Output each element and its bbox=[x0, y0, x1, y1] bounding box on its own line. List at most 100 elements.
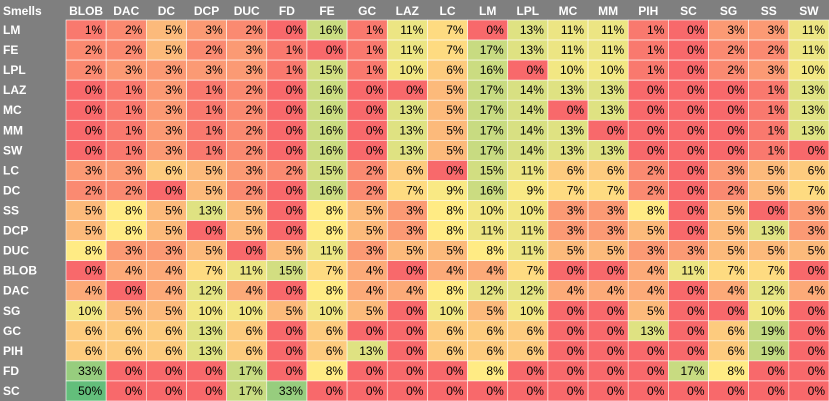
cell-value-label: 13% bbox=[520, 23, 544, 37]
cell-value-label: 16% bbox=[319, 143, 343, 157]
cell-value-label: 6% bbox=[486, 344, 504, 358]
cell-value-label: 3% bbox=[687, 244, 705, 258]
cell-value-label: 0% bbox=[326, 43, 344, 57]
cell-value-label: 0% bbox=[687, 83, 705, 97]
cell-value-label: 10% bbox=[520, 204, 544, 218]
cell-value-label: 0% bbox=[245, 244, 263, 258]
column-header: LC bbox=[440, 4, 456, 18]
cell-value-label: 1% bbox=[767, 103, 785, 117]
cell-value-label: 2% bbox=[245, 123, 263, 137]
cell-value-label: 7% bbox=[446, 23, 464, 37]
cell-value-label: 0% bbox=[647, 123, 665, 137]
cell-value-label: 2% bbox=[205, 43, 223, 57]
cell-value-label: 13% bbox=[640, 324, 664, 338]
column-header: LM bbox=[479, 4, 496, 18]
cell-value-label: 0% bbox=[446, 163, 464, 177]
cell-value-label: 14% bbox=[520, 123, 544, 137]
cell-value-label: 5% bbox=[446, 244, 464, 258]
cell-value-label: 0% bbox=[286, 103, 304, 117]
cell-value-label: 13% bbox=[199, 324, 223, 338]
cell-value-label: 0% bbox=[647, 364, 665, 378]
cell-value-label: 0% bbox=[687, 324, 705, 338]
cell-value-label: 15% bbox=[480, 163, 504, 177]
cell-value-label: 7% bbox=[205, 264, 223, 278]
cell-value-label: 6% bbox=[486, 324, 504, 338]
cell-value-label: 5% bbox=[205, 244, 223, 258]
cell-value-label: 4% bbox=[366, 264, 384, 278]
cell-value-label: 2% bbox=[767, 43, 785, 57]
cell-value-label: 2% bbox=[245, 183, 263, 197]
cell-value-label: 16% bbox=[319, 123, 343, 137]
cell-value-label: 5% bbox=[366, 204, 384, 218]
cell-value-label: 3% bbox=[165, 83, 183, 97]
cell-value-label: 0% bbox=[165, 183, 183, 197]
column-header: DCP bbox=[194, 4, 219, 18]
column-header: SG bbox=[720, 4, 737, 18]
cell-value-label: 0% bbox=[567, 344, 585, 358]
cell-value-label: 0% bbox=[687, 204, 705, 218]
cell-value-label: 19% bbox=[761, 344, 785, 358]
cell-value-label: 17% bbox=[480, 43, 504, 57]
cell-value-label: 2% bbox=[245, 103, 263, 117]
cell-value-label: 3% bbox=[85, 163, 103, 177]
cell-value-label: 0% bbox=[607, 324, 625, 338]
cell-value-label: 13% bbox=[560, 143, 584, 157]
cell-value-label: 0% bbox=[567, 364, 585, 378]
cell-value-label: 0% bbox=[687, 224, 705, 238]
cell-value-label: 5% bbox=[727, 204, 745, 218]
cell-value-label: 10% bbox=[560, 63, 584, 77]
cell-value-label: 16% bbox=[319, 23, 343, 37]
cell-value-label: 0% bbox=[808, 304, 826, 318]
cell-value-label: 1% bbox=[286, 63, 304, 77]
cell-value-label: 13% bbox=[560, 83, 584, 97]
cell-value-label: 8% bbox=[326, 224, 344, 238]
cell-value-label: 13% bbox=[600, 83, 624, 97]
cell-value-label: 7% bbox=[607, 183, 625, 197]
cell-value-label: 8% bbox=[727, 364, 745, 378]
cell-value-label: 16% bbox=[319, 183, 343, 197]
cell-value-label: 5% bbox=[727, 224, 745, 238]
cell-value-label: 5% bbox=[647, 224, 665, 238]
cell-value-label: 1% bbox=[125, 83, 143, 97]
cell-value-label: 0% bbox=[647, 384, 665, 398]
cell-value-label: 0% bbox=[406, 83, 424, 97]
cell-value-label: 0% bbox=[687, 143, 705, 157]
cell-value-label: 5% bbox=[205, 163, 223, 177]
cell-value-label: 0% bbox=[406, 264, 424, 278]
cell-value-label: 2% bbox=[727, 63, 745, 77]
cell-value-label: 3% bbox=[767, 23, 785, 37]
cell-value-label: 15% bbox=[319, 63, 343, 77]
cell-value-label: 1% bbox=[205, 83, 223, 97]
cell-value-label: 0% bbox=[687, 384, 705, 398]
column-header: LAZ bbox=[396, 4, 419, 18]
cell-value-label: 0% bbox=[687, 63, 705, 77]
column-header: GC bbox=[358, 4, 376, 18]
cell-value-label: 2% bbox=[125, 183, 143, 197]
column-header: DAC bbox=[113, 4, 139, 18]
cell-value-label: 11% bbox=[521, 163, 544, 177]
cell-value-label: 8% bbox=[446, 224, 464, 238]
cell-value-label: 1% bbox=[366, 63, 384, 77]
cell-value-label: 0% bbox=[767, 364, 785, 378]
cell-value-label: 4% bbox=[245, 284, 263, 298]
cell-value-label: 10% bbox=[761, 304, 785, 318]
cell-value-label: 11% bbox=[481, 224, 504, 238]
row-header: LPL bbox=[3, 63, 26, 77]
cell-value-label: 0% bbox=[366, 83, 384, 97]
cell-value-label: 9% bbox=[527, 183, 545, 197]
cell-value-label: 13% bbox=[199, 204, 223, 218]
cell-value-label: 17% bbox=[239, 384, 263, 398]
cell-value-label: 10% bbox=[78, 304, 102, 318]
cell-value-label: 0% bbox=[808, 364, 826, 378]
cell-value-label: 2% bbox=[125, 23, 143, 37]
cell-value-label: 0% bbox=[607, 304, 625, 318]
cell-value-label: 6% bbox=[727, 324, 745, 338]
cell-value-label: 0% bbox=[85, 264, 103, 278]
cell-value-label: 4% bbox=[647, 284, 665, 298]
cell-value-label: 3% bbox=[366, 244, 384, 258]
cell-value-label: 5% bbox=[165, 304, 183, 318]
row-header: DC bbox=[3, 183, 21, 197]
cell-value-label: 0% bbox=[286, 224, 304, 238]
cell-value-label: 2% bbox=[245, 83, 263, 97]
cell-value-label: 3% bbox=[607, 204, 625, 218]
